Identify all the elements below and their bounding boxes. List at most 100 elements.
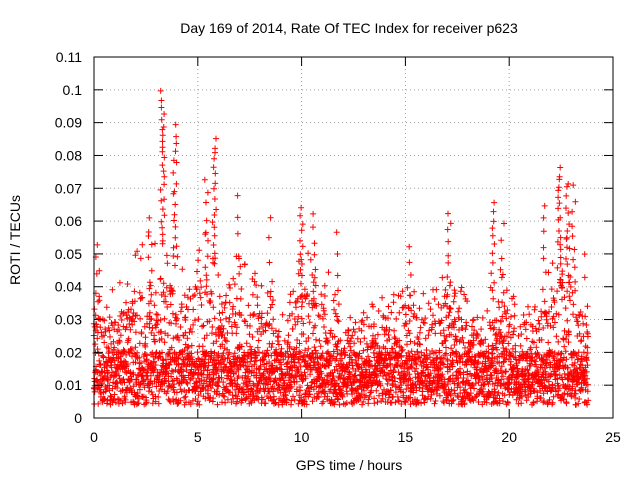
data-point [307,256,314,263]
data-point [254,344,261,351]
data-point [186,286,193,293]
data-point [269,340,276,347]
data-point [293,344,300,351]
data-point [312,282,319,289]
data-point [288,397,295,404]
data-point [175,354,182,361]
data-point [182,374,188,381]
y-tick-label: 0 [74,410,82,426]
data-point [381,369,388,376]
data-point [320,315,326,322]
data-point [148,389,155,395]
data-point [406,330,413,337]
data-point [273,346,280,353]
data-point [213,370,220,377]
data-point [123,351,130,358]
data-point [187,325,194,332]
data-point [393,315,400,322]
data-point [345,327,352,334]
data-point [384,399,391,405]
data-point [140,380,147,387]
data-point [330,353,336,360]
data-point [287,385,294,391]
data-point [386,336,393,343]
data-point [138,359,144,366]
data-point [172,311,179,318]
data-point [195,355,202,362]
data-point [107,333,113,340]
data-point [101,317,108,324]
data-point [261,361,268,368]
data-point [117,353,124,360]
data-point [272,327,279,334]
data-point [133,353,140,360]
data-point [413,314,420,321]
data-point [116,349,122,356]
data-point [411,310,418,317]
data-point [138,330,145,337]
data-point [242,318,249,325]
data-point [216,293,223,300]
data-point [179,266,186,273]
data-point [307,371,314,378]
data-point [168,320,175,327]
data-point [197,294,204,301]
data-point [254,294,261,301]
data-point [316,337,323,344]
data-point [295,368,302,374]
data-point [121,393,128,400]
data-point [226,349,233,356]
data-point [293,304,299,311]
data-point [136,386,143,393]
data-point [418,400,425,407]
data-point [168,373,175,380]
data-point [190,321,197,328]
data-point [333,343,340,350]
x-tick-label: 20 [501,429,517,445]
data-point [313,336,319,343]
data-point [414,348,421,355]
data-point [127,346,134,353]
data-point [406,371,413,378]
data-point [209,324,216,330]
x-tick-label: 15 [398,429,414,445]
data-point [390,291,397,298]
data-point [360,347,367,354]
data-point [106,314,113,321]
data-point [303,338,310,345]
data-point [155,317,161,324]
data-point [291,359,298,366]
data-point [284,317,291,324]
data-point [321,324,327,330]
data-point [332,310,339,317]
x-tick-label: 25 [605,429,621,445]
data-point [286,343,293,350]
data-point [363,340,370,347]
data-point [198,284,205,291]
data-point [245,302,252,309]
data-point [164,332,171,339]
data-point [338,355,345,362]
data-point [152,398,159,405]
data-point [161,339,168,346]
data-point [163,252,170,259]
data-point [266,321,273,328]
data-point [231,377,238,384]
y-tick-label: 0.04 [55,279,82,295]
data-point [397,293,404,300]
data-point [311,274,318,281]
data-point [387,360,394,367]
data-point [235,366,242,373]
data-point [152,338,159,345]
data-point [231,281,238,288]
data-point [293,351,300,358]
data-point [139,294,146,301]
data-point [237,263,244,270]
data-point [362,366,369,373]
data-point [116,338,123,345]
data-point [221,304,228,311]
data-point [112,399,119,406]
data-point [266,359,273,365]
data-point [366,361,373,368]
data-point [178,301,185,308]
